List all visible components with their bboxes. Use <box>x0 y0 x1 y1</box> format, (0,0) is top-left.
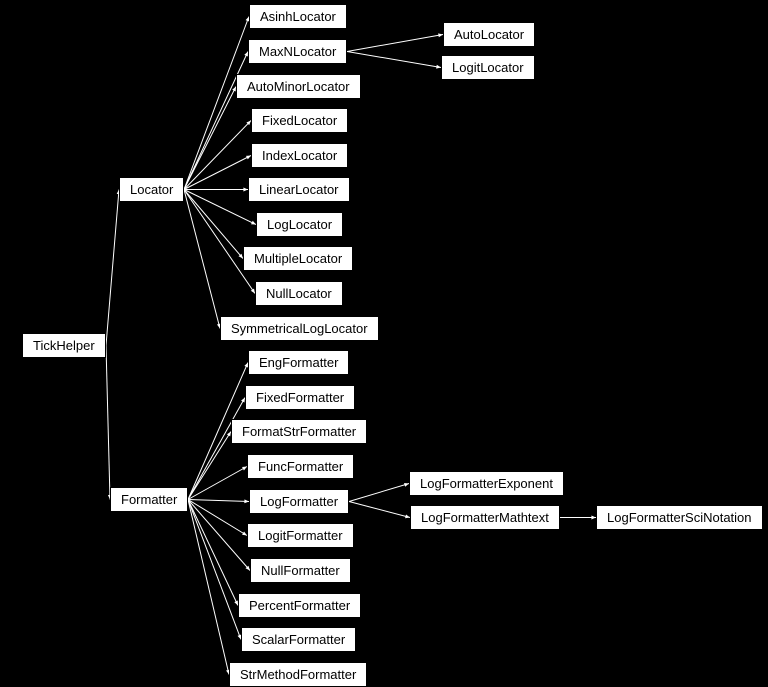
node-nulllocator: NullLocator <box>255 281 343 306</box>
node-tickhelper: TickHelper <box>22 333 106 358</box>
node-fixedformatter: FixedFormatter <box>245 385 355 410</box>
node-autolocator: AutoLocator <box>443 22 535 47</box>
edge-locator-nulllocator <box>184 190 255 294</box>
edge-tickhelper-locator <box>106 190 119 346</box>
node-percentformatter: PercentFormatter <box>238 593 361 618</box>
node-scalarformatter: ScalarFormatter <box>241 627 356 652</box>
edge-formatter-logitformatter <box>188 500 247 536</box>
node-indexlocator: IndexLocator <box>251 143 348 168</box>
node-autominorlocator: AutoMinorLocator <box>236 74 361 99</box>
edge-formatter-formatstrformatter <box>188 432 231 500</box>
edge-locator-asinhlocator <box>184 17 249 190</box>
edge-locator-maxnlocator <box>184 52 248 190</box>
edge-locator-multiplelocator <box>184 190 243 259</box>
node-engformatter: EngFormatter <box>248 350 349 375</box>
edge-logformatter-logformatterexponent <box>349 484 409 502</box>
node-funcformatter: FuncFormatter <box>247 454 354 479</box>
edge-formatter-percentformatter <box>188 500 238 606</box>
edge-locator-fixedlocator <box>184 121 251 190</box>
node-symmetricalloglocator: SymmetricalLogLocator <box>220 316 379 341</box>
edge-logformatter-logformattermathtext <box>349 502 410 518</box>
node-loglocator: LogLocator <box>256 212 343 237</box>
node-multiplelocator: MultipleLocator <box>243 246 353 271</box>
node-maxnlocator: MaxNLocator <box>248 39 347 64</box>
node-strmethodformatter: StrMethodFormatter <box>229 662 367 687</box>
node-logformatterexponent: LogFormatterExponent <box>409 471 564 496</box>
node-logformatter: LogFormatter <box>249 489 349 514</box>
node-logitformatter: LogitFormatter <box>247 523 354 548</box>
node-nullformatter: NullFormatter <box>250 558 351 583</box>
node-linearlocator: LinearLocator <box>248 177 350 202</box>
edge-formatter-logformatter <box>188 500 249 502</box>
edge-tickhelper-formatter <box>106 346 110 500</box>
edge-locator-loglocator <box>184 190 256 225</box>
edge-maxnlocator-autolocator <box>347 35 443 52</box>
node-logitlocator: LogitLocator <box>441 55 535 80</box>
edge-locator-autominorlocator <box>184 87 236 190</box>
edge-formatter-fixedformatter <box>188 398 245 500</box>
edge-formatter-nullformatter <box>188 500 250 571</box>
edge-locator-indexlocator <box>184 156 251 190</box>
edge-formatter-scalarformatter <box>188 500 241 640</box>
node-formatter: Formatter <box>110 487 188 512</box>
node-locator: Locator <box>119 177 184 202</box>
edge-maxnlocator-logitlocator <box>347 52 441 68</box>
edge-locator-symmetricalloglocator <box>184 190 220 329</box>
node-logformatterscinotation: LogFormatterSciNotation <box>596 505 763 530</box>
node-fixedlocator: FixedLocator <box>251 108 348 133</box>
diagram-edges <box>0 0 768 686</box>
node-asinhlocator: AsinhLocator <box>249 4 347 29</box>
edge-formatter-strmethodformatter <box>188 500 229 675</box>
node-formatstrformatter: FormatStrFormatter <box>231 419 367 444</box>
edge-formatter-funcformatter <box>188 467 247 500</box>
node-logformattermathtext: LogFormatterMathtext <box>410 505 560 530</box>
